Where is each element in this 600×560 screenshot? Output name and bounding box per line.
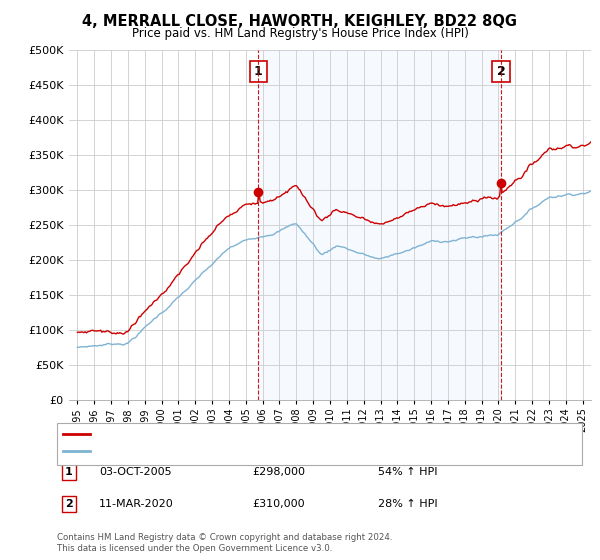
Text: 4, MERRALL CLOSE, HAWORTH, KEIGHLEY, BD22 8QG (detached house): 4, MERRALL CLOSE, HAWORTH, KEIGHLEY, BD2… — [96, 429, 467, 439]
Text: £298,000: £298,000 — [252, 466, 305, 477]
Bar — [259, 50, 501, 400]
Text: 2: 2 — [65, 499, 73, 509]
Text: 54% ↑ HPI: 54% ↑ HPI — [378, 466, 437, 477]
Text: 4, MERRALL CLOSE, HAWORTH, KEIGHLEY, BD22 8QG: 4, MERRALL CLOSE, HAWORTH, KEIGHLEY, BD2… — [83, 14, 517, 29]
Text: 1: 1 — [65, 466, 73, 477]
Text: Contains HM Land Registry data © Crown copyright and database right 2024.
This d: Contains HM Land Registry data © Crown c… — [57, 533, 392, 553]
Text: 11-MAR-2020: 11-MAR-2020 — [99, 499, 174, 509]
Text: HPI: Average price, detached house, Bradford: HPI: Average price, detached house, Brad… — [96, 446, 334, 456]
Text: 03-OCT-2005: 03-OCT-2005 — [99, 466, 172, 477]
Text: Price paid vs. HM Land Registry's House Price Index (HPI): Price paid vs. HM Land Registry's House … — [131, 27, 469, 40]
Text: 1: 1 — [254, 65, 263, 78]
Text: 2: 2 — [497, 65, 506, 78]
Text: 28% ↑ HPI: 28% ↑ HPI — [378, 499, 437, 509]
Text: £310,000: £310,000 — [252, 499, 305, 509]
